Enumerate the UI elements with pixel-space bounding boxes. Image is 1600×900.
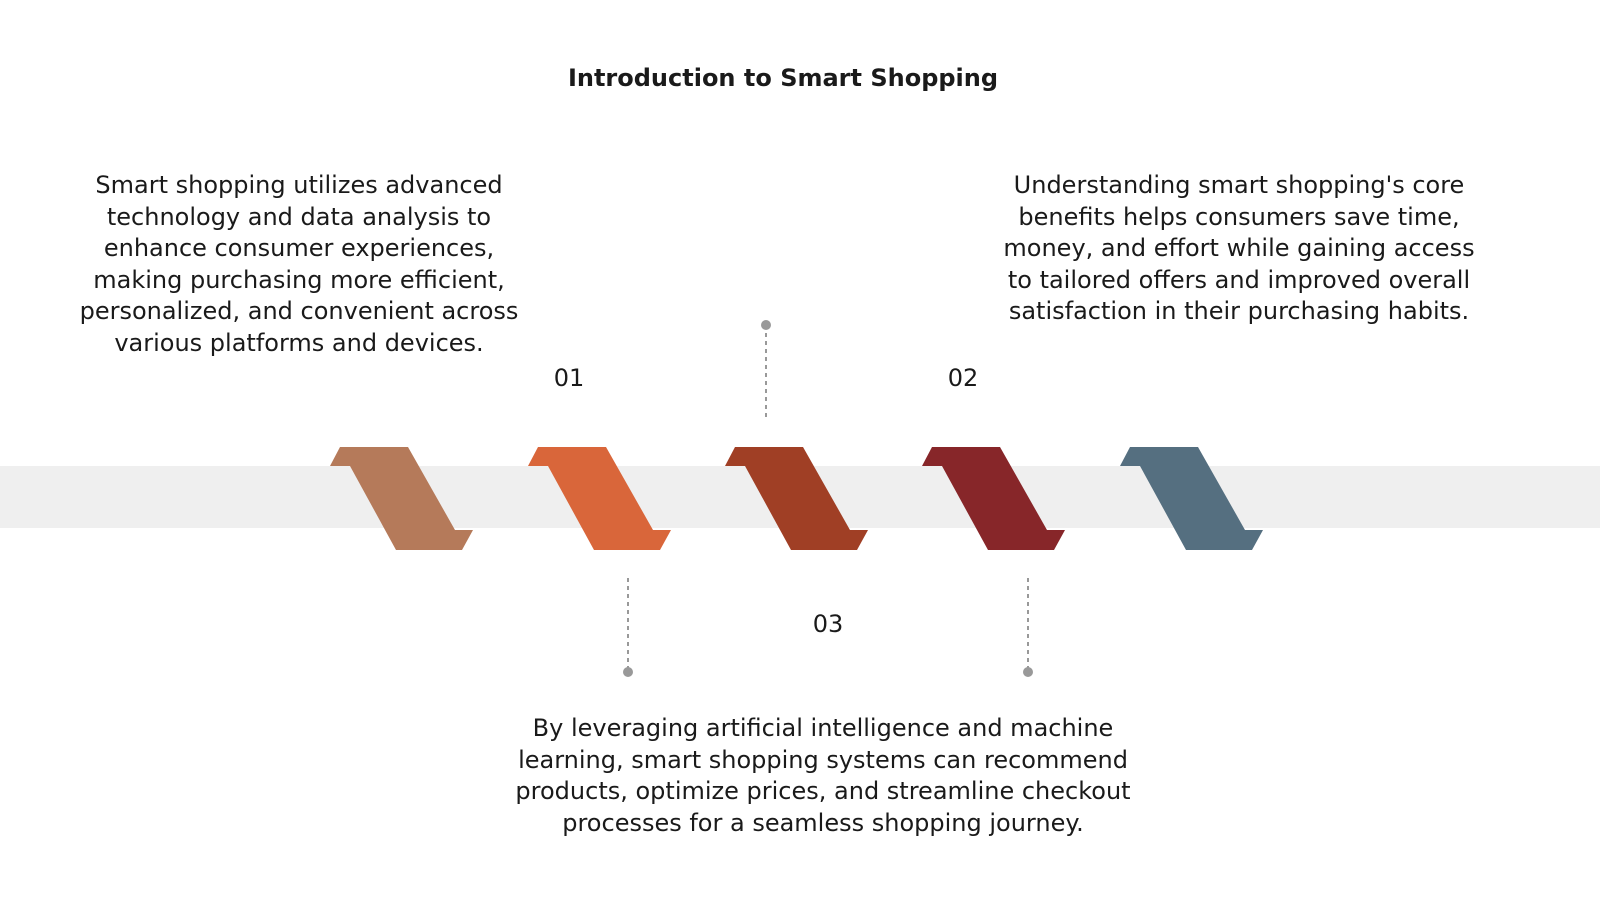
chevron [330, 447, 473, 550]
dot [761, 320, 771, 330]
chevron [1120, 447, 1263, 550]
dots [623, 320, 1033, 677]
item-number: 03 [812, 610, 844, 638]
chevrons [330, 447, 1263, 550]
dot [623, 667, 633, 677]
chevron [922, 447, 1065, 550]
chevron [528, 447, 671, 550]
item-text: By leveraging artificial intelligence an… [515, 714, 1131, 837]
title: Introduction to Smart Shopping [567, 64, 999, 92]
item-text: Smart shopping utilizes advanced technol… [79, 171, 519, 357]
item-number: 02 [947, 364, 979, 392]
dot [1023, 667, 1033, 677]
chevron [725, 447, 868, 550]
item-text: Understanding smart shopping's core bene… [1003, 171, 1475, 325]
item-number: 01 [553, 364, 585, 392]
